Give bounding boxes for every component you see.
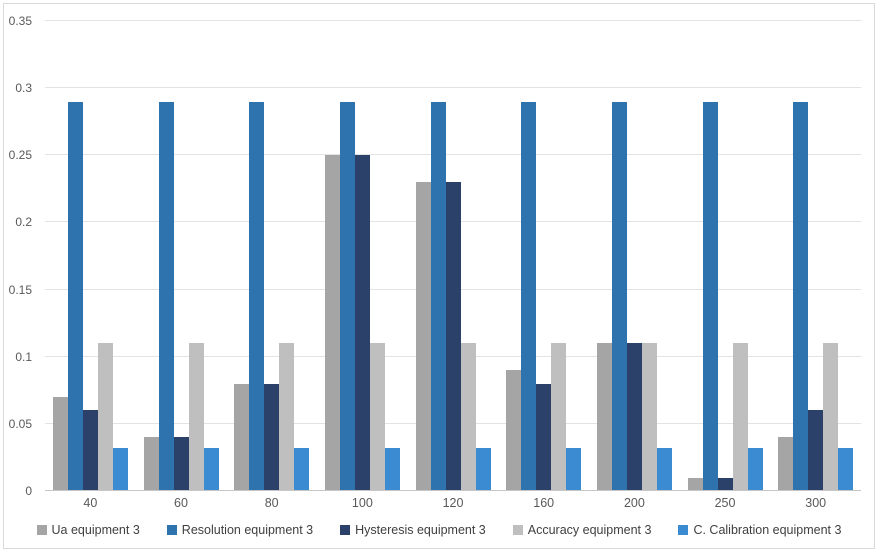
bar — [506, 370, 522, 491]
y-tick-label: 0.35 — [8, 14, 32, 28]
x-tick-label: 40 — [83, 496, 98, 510]
legend-item: Resolution equipment 3 — [166, 523, 314, 537]
x-tick-label: 120 — [442, 496, 464, 510]
legend-label: C. Calibration equipment 3 — [693, 523, 842, 537]
legend-marker-icon — [678, 525, 689, 535]
bar — [566, 448, 582, 491]
plot-area — [45, 20, 861, 491]
bar — [188, 343, 204, 491]
bar — [324, 155, 340, 491]
gridline — [45, 87, 861, 89]
x-tick-label: 250 — [714, 496, 736, 510]
legend-item: Accuracy equipment 3 — [512, 523, 652, 537]
bar — [354, 155, 370, 491]
x-tick-label: 100 — [351, 496, 373, 510]
bar — [536, 383, 552, 491]
y-tick-label: 0.15 — [8, 282, 32, 297]
bar — [732, 343, 748, 491]
y-tick-label: 0.3 — [15, 81, 32, 96]
gridline — [45, 154, 861, 156]
bar — [823, 343, 839, 491]
bar — [158, 101, 174, 491]
chart-frame: 0 0.05 0.1 0.15 0.2 0.25 0.3 0.35 40 60 80 100 120 1… — [3, 3, 875, 549]
bar — [249, 101, 265, 491]
bar — [234, 383, 250, 491]
bar — [596, 343, 612, 491]
bar — [717, 477, 733, 491]
bar-group-40 — [45, 21, 136, 491]
bar — [82, 410, 98, 491]
legend-marker-icon — [166, 525, 177, 535]
bar — [384, 448, 400, 491]
x-axis: 40 60 80 100 120 160 200 250 300 — [45, 496, 861, 510]
bar-group-80 — [226, 21, 317, 491]
legend-marker-icon — [36, 525, 47, 535]
bar — [143, 437, 159, 491]
legend-label: Resolution equipment 3 — [181, 523, 314, 537]
bar — [97, 343, 113, 491]
bar — [415, 182, 431, 491]
bar-group-160 — [498, 21, 589, 491]
bar — [793, 101, 809, 491]
legend-item: Hysteresis equipment 3 — [340, 523, 486, 537]
bar — [475, 448, 491, 491]
bar-group-250 — [680, 21, 771, 491]
bar — [52, 397, 68, 491]
x-tick-label: 200 — [623, 496, 645, 510]
bar — [611, 101, 627, 491]
bar-group-60 — [136, 21, 227, 491]
bar — [460, 343, 476, 491]
bar — [279, 343, 295, 491]
bar — [778, 437, 794, 491]
legend-item: C. Calibration equipment 3 — [678, 523, 841, 537]
legend-label: Hysteresis equipment 3 — [355, 523, 486, 537]
bar — [551, 343, 567, 491]
bar — [808, 410, 824, 491]
bar — [838, 448, 854, 491]
y-tick-label: 0.05 — [8, 416, 32, 431]
x-axis-line — [45, 490, 861, 491]
bar — [67, 101, 83, 491]
bar — [369, 343, 385, 491]
bar — [687, 477, 703, 491]
bar — [294, 448, 310, 491]
legend-item: Ua equipment 3 — [36, 523, 140, 537]
bar — [641, 343, 657, 491]
y-axis: 0 0.05 0.1 0.15 0.2 0.25 0.3 0.35 — [4, 14, 37, 498]
legend-label: Accuracy equipment 3 — [527, 523, 652, 537]
x-tick-label: 60 — [174, 496, 188, 510]
legend-marker-icon — [512, 525, 523, 535]
bar — [339, 101, 355, 491]
bar-group-300 — [770, 21, 861, 491]
legend-marker-icon — [340, 525, 351, 535]
bar — [173, 437, 189, 491]
bar-group-200 — [589, 21, 680, 491]
bar — [521, 101, 537, 491]
bar — [702, 101, 718, 491]
y-tick-label: 0.2 — [15, 215, 32, 230]
bar — [203, 448, 219, 491]
bar — [445, 182, 461, 491]
x-tick-label: 80 — [264, 496, 279, 510]
x-tick-label: 160 — [533, 496, 555, 510]
bar — [112, 448, 128, 491]
bar — [264, 383, 280, 491]
bar — [656, 448, 672, 491]
bar — [626, 343, 642, 491]
legend: Ua equipment 3 Resolution equipment 3 Hyst… — [4, 523, 874, 537]
bar — [430, 101, 446, 491]
bar — [747, 448, 763, 491]
bar-groups-layer — [45, 21, 861, 491]
bar-group-100 — [317, 21, 408, 491]
y-tick-label: 0 — [25, 484, 32, 498]
bar-group-120 — [408, 21, 499, 491]
x-tick-label: 300 — [805, 496, 827, 510]
y-tick-label: 0.25 — [8, 148, 32, 163]
y-tick-label: 0.1 — [15, 349, 32, 364]
gridline — [45, 20, 861, 21]
legend-label: Ua equipment 3 — [51, 523, 140, 537]
